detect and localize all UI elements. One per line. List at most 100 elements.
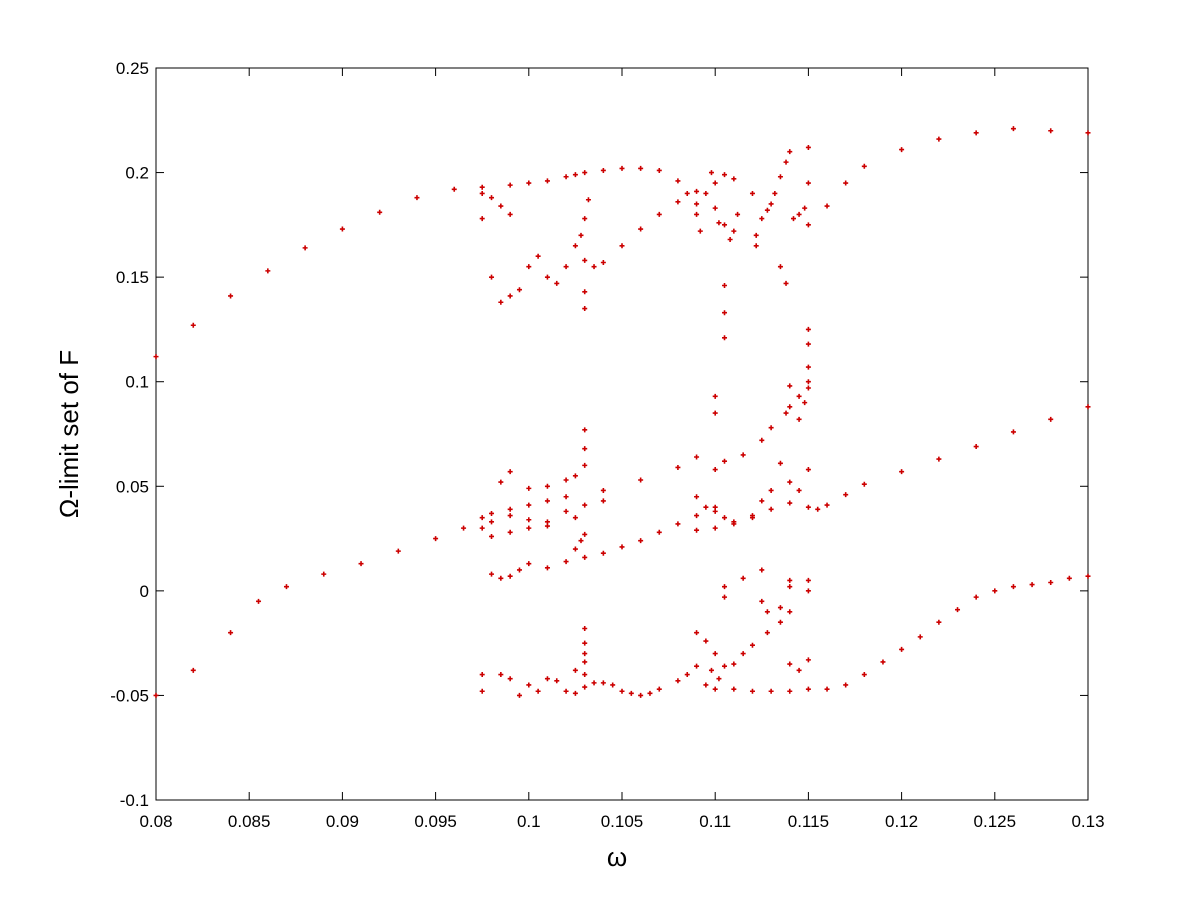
data-point xyxy=(498,672,504,678)
data-point xyxy=(489,571,495,577)
data-point xyxy=(694,211,700,217)
data-point xyxy=(572,243,578,249)
data-point xyxy=(619,243,625,249)
data-point xyxy=(712,651,718,657)
data-point xyxy=(1048,416,1054,422)
data-point xyxy=(585,197,591,203)
data-point xyxy=(708,667,714,673)
data-point xyxy=(843,492,849,498)
data-point xyxy=(712,393,718,399)
data-point xyxy=(516,567,522,573)
data-point xyxy=(753,232,759,238)
data-point xyxy=(764,207,770,213)
data-point xyxy=(727,236,733,242)
data-point xyxy=(768,201,774,207)
data-point xyxy=(600,167,606,173)
data-point xyxy=(535,253,541,259)
data-point xyxy=(526,525,532,531)
data-point xyxy=(694,663,700,669)
data-point xyxy=(526,517,532,523)
data-point xyxy=(796,667,802,673)
data-point xyxy=(805,364,811,370)
data-point xyxy=(772,190,778,196)
data-point xyxy=(805,222,811,228)
data-point xyxy=(684,672,690,678)
data-point xyxy=(712,508,718,514)
data-point xyxy=(694,527,700,533)
x-tick-label: 0.09 xyxy=(326,812,359,831)
data-point xyxy=(544,498,550,504)
data-point xyxy=(731,228,737,234)
data-point xyxy=(759,216,765,222)
data-point xyxy=(619,688,625,694)
data-point xyxy=(582,462,588,468)
data-point xyxy=(703,190,709,196)
data-point xyxy=(526,682,532,688)
data-point xyxy=(936,136,942,142)
data-point xyxy=(600,680,606,686)
data-point xyxy=(656,529,662,535)
data-point xyxy=(805,588,811,594)
data-point xyxy=(722,172,728,178)
data-point xyxy=(675,521,681,527)
data-point xyxy=(759,498,765,504)
data-point xyxy=(787,383,793,389)
data-point xyxy=(899,147,905,153)
data-point xyxy=(582,170,588,176)
data-point xyxy=(638,538,644,544)
data-point xyxy=(805,341,811,347)
x-tick-label: 0.1 xyxy=(517,812,541,831)
data-point xyxy=(489,519,495,525)
data-point xyxy=(582,216,588,222)
data-point xyxy=(783,410,789,416)
data-point xyxy=(936,456,942,462)
data-point xyxy=(802,400,808,406)
x-tick-label: 0.115 xyxy=(788,812,829,831)
data-point xyxy=(694,513,700,519)
data-point xyxy=(591,264,597,270)
data-point xyxy=(544,676,550,682)
data-point xyxy=(1085,130,1091,136)
data-point xyxy=(582,427,588,433)
data-point xyxy=(824,203,830,209)
data-point xyxy=(805,577,811,583)
data-point xyxy=(535,688,541,694)
data-point xyxy=(572,667,578,673)
data-point xyxy=(228,630,234,636)
data-point xyxy=(544,565,550,571)
data-point xyxy=(507,573,513,579)
data-point xyxy=(572,473,578,479)
data-point xyxy=(507,293,513,299)
data-point xyxy=(526,264,532,270)
data-point xyxy=(787,577,793,583)
data-point xyxy=(805,504,811,510)
data-point xyxy=(783,280,789,286)
data-point xyxy=(805,686,811,692)
data-point xyxy=(582,257,588,263)
data-point xyxy=(703,682,709,688)
data-point xyxy=(516,692,522,698)
data-point xyxy=(563,264,569,270)
data-point xyxy=(843,682,849,688)
y-tick-label: 0.25 xyxy=(116,59,149,78)
data-point xyxy=(712,504,718,510)
data-point xyxy=(708,170,714,176)
data-point xyxy=(265,268,271,274)
data-point xyxy=(582,554,588,560)
data-point xyxy=(777,460,783,466)
data-point xyxy=(563,174,569,180)
data-point xyxy=(563,508,569,514)
data-point xyxy=(684,190,690,196)
data-point xyxy=(628,690,634,696)
data-point xyxy=(572,172,578,178)
data-point xyxy=(861,672,867,678)
data-point xyxy=(526,561,532,567)
data-point xyxy=(638,692,644,698)
data-point xyxy=(1010,126,1016,132)
data-point xyxy=(228,293,234,299)
data-point xyxy=(815,506,821,512)
data-point xyxy=(861,481,867,487)
data-point xyxy=(582,659,588,665)
data-point xyxy=(507,182,513,188)
data-point xyxy=(703,504,709,510)
